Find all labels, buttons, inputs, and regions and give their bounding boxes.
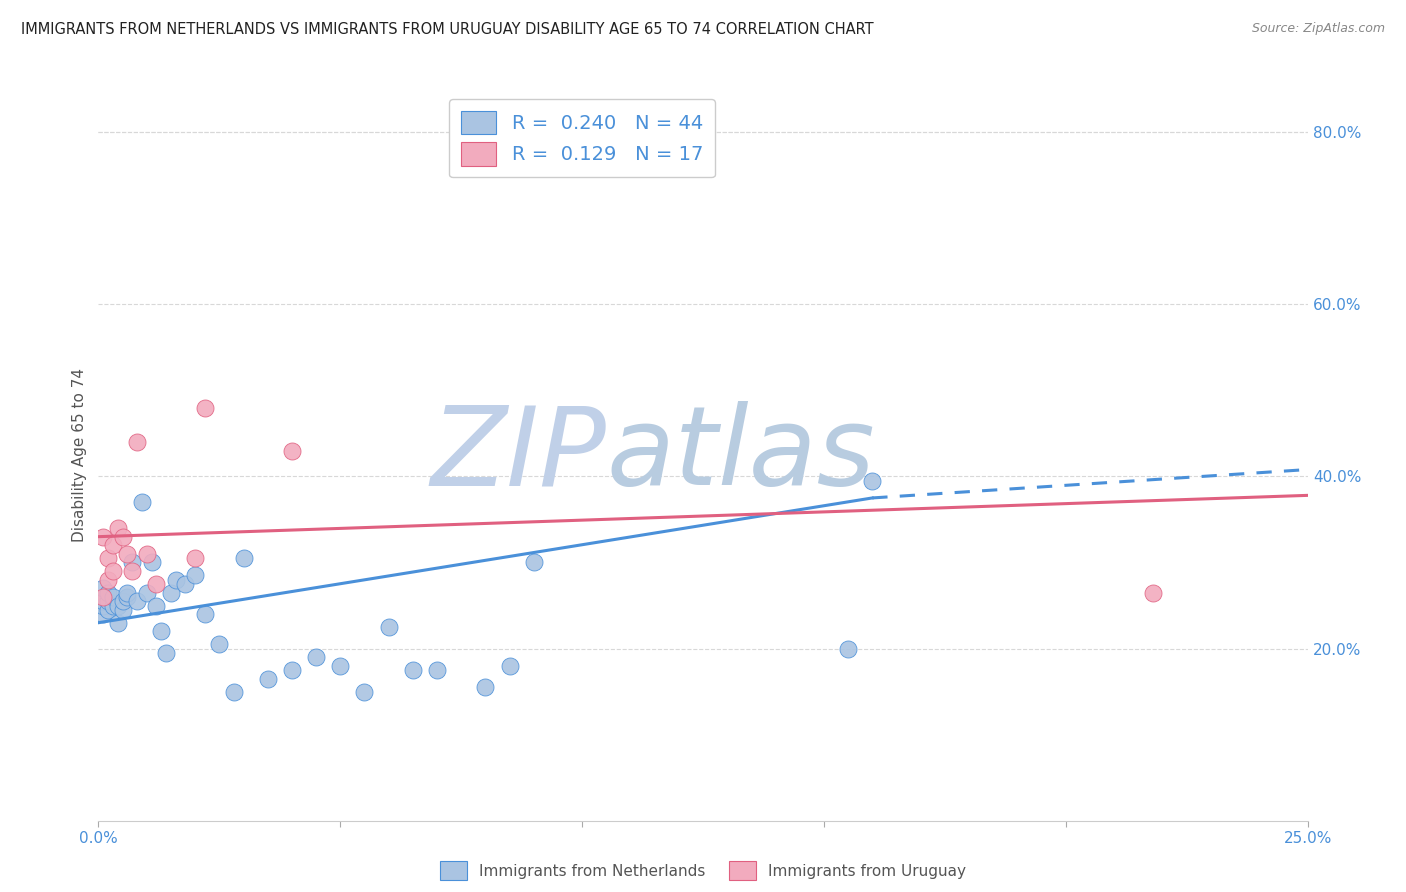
- Point: [174, 577, 197, 591]
- Point: [194, 401, 217, 415]
- Point: [184, 551, 207, 566]
- Point: [145, 577, 167, 591]
- Point: [165, 573, 187, 587]
- Point: [222, 684, 245, 698]
- Point: [101, 564, 124, 578]
- Point: [117, 590, 139, 604]
- Point: [117, 547, 139, 561]
- Point: [107, 599, 129, 613]
- Point: [523, 556, 546, 570]
- Point: [127, 435, 149, 450]
- Point: [97, 585, 120, 599]
- Point: [111, 603, 134, 617]
- Point: [97, 603, 120, 617]
- Point: [426, 663, 449, 677]
- Point: [1142, 585, 1164, 599]
- Point: [121, 564, 143, 578]
- Point: [91, 599, 114, 613]
- Point: [91, 594, 114, 608]
- Point: [97, 594, 120, 608]
- Point: [256, 672, 278, 686]
- Point: [111, 594, 134, 608]
- Point: [121, 556, 143, 570]
- Point: [101, 538, 124, 552]
- Point: [353, 684, 375, 698]
- Point: [91, 607, 114, 621]
- Point: [232, 551, 254, 566]
- Point: [97, 573, 120, 587]
- Point: [107, 615, 129, 630]
- Text: atlas: atlas: [606, 401, 875, 508]
- Point: [474, 680, 496, 694]
- Text: IMMIGRANTS FROM NETHERLANDS VS IMMIGRANTS FROM URUGUAY DISABILITY AGE 65 TO 74 C: IMMIGRANTS FROM NETHERLANDS VS IMMIGRANT…: [21, 22, 873, 37]
- Point: [107, 521, 129, 535]
- Point: [208, 637, 231, 651]
- Y-axis label: Disability Age 65 to 74: Disability Age 65 to 74: [72, 368, 87, 542]
- Point: [91, 582, 114, 596]
- Legend: Immigrants from Netherlands, Immigrants from Uruguay: Immigrants from Netherlands, Immigrants …: [433, 855, 973, 886]
- Point: [402, 663, 425, 677]
- Point: [155, 646, 177, 660]
- Text: Source: ZipAtlas.com: Source: ZipAtlas.com: [1251, 22, 1385, 36]
- Point: [117, 585, 139, 599]
- Point: [498, 658, 520, 673]
- Point: [91, 530, 114, 544]
- Point: [145, 599, 167, 613]
- Point: [131, 495, 153, 509]
- Point: [135, 547, 157, 561]
- Point: [111, 530, 134, 544]
- Point: [281, 663, 304, 677]
- Point: [329, 658, 352, 673]
- Point: [377, 620, 399, 634]
- Point: [150, 624, 173, 639]
- Point: [184, 568, 207, 582]
- Point: [160, 585, 183, 599]
- Point: [837, 641, 859, 656]
- Point: [101, 599, 124, 613]
- Point: [860, 474, 883, 488]
- Text: ZIP: ZIP: [430, 401, 606, 508]
- Point: [91, 590, 114, 604]
- Point: [194, 607, 217, 621]
- Point: [97, 551, 120, 566]
- Point: [135, 585, 157, 599]
- Point: [101, 590, 124, 604]
- Point: [141, 556, 163, 570]
- Point: [281, 443, 304, 458]
- Point: [127, 594, 149, 608]
- Point: [305, 650, 328, 665]
